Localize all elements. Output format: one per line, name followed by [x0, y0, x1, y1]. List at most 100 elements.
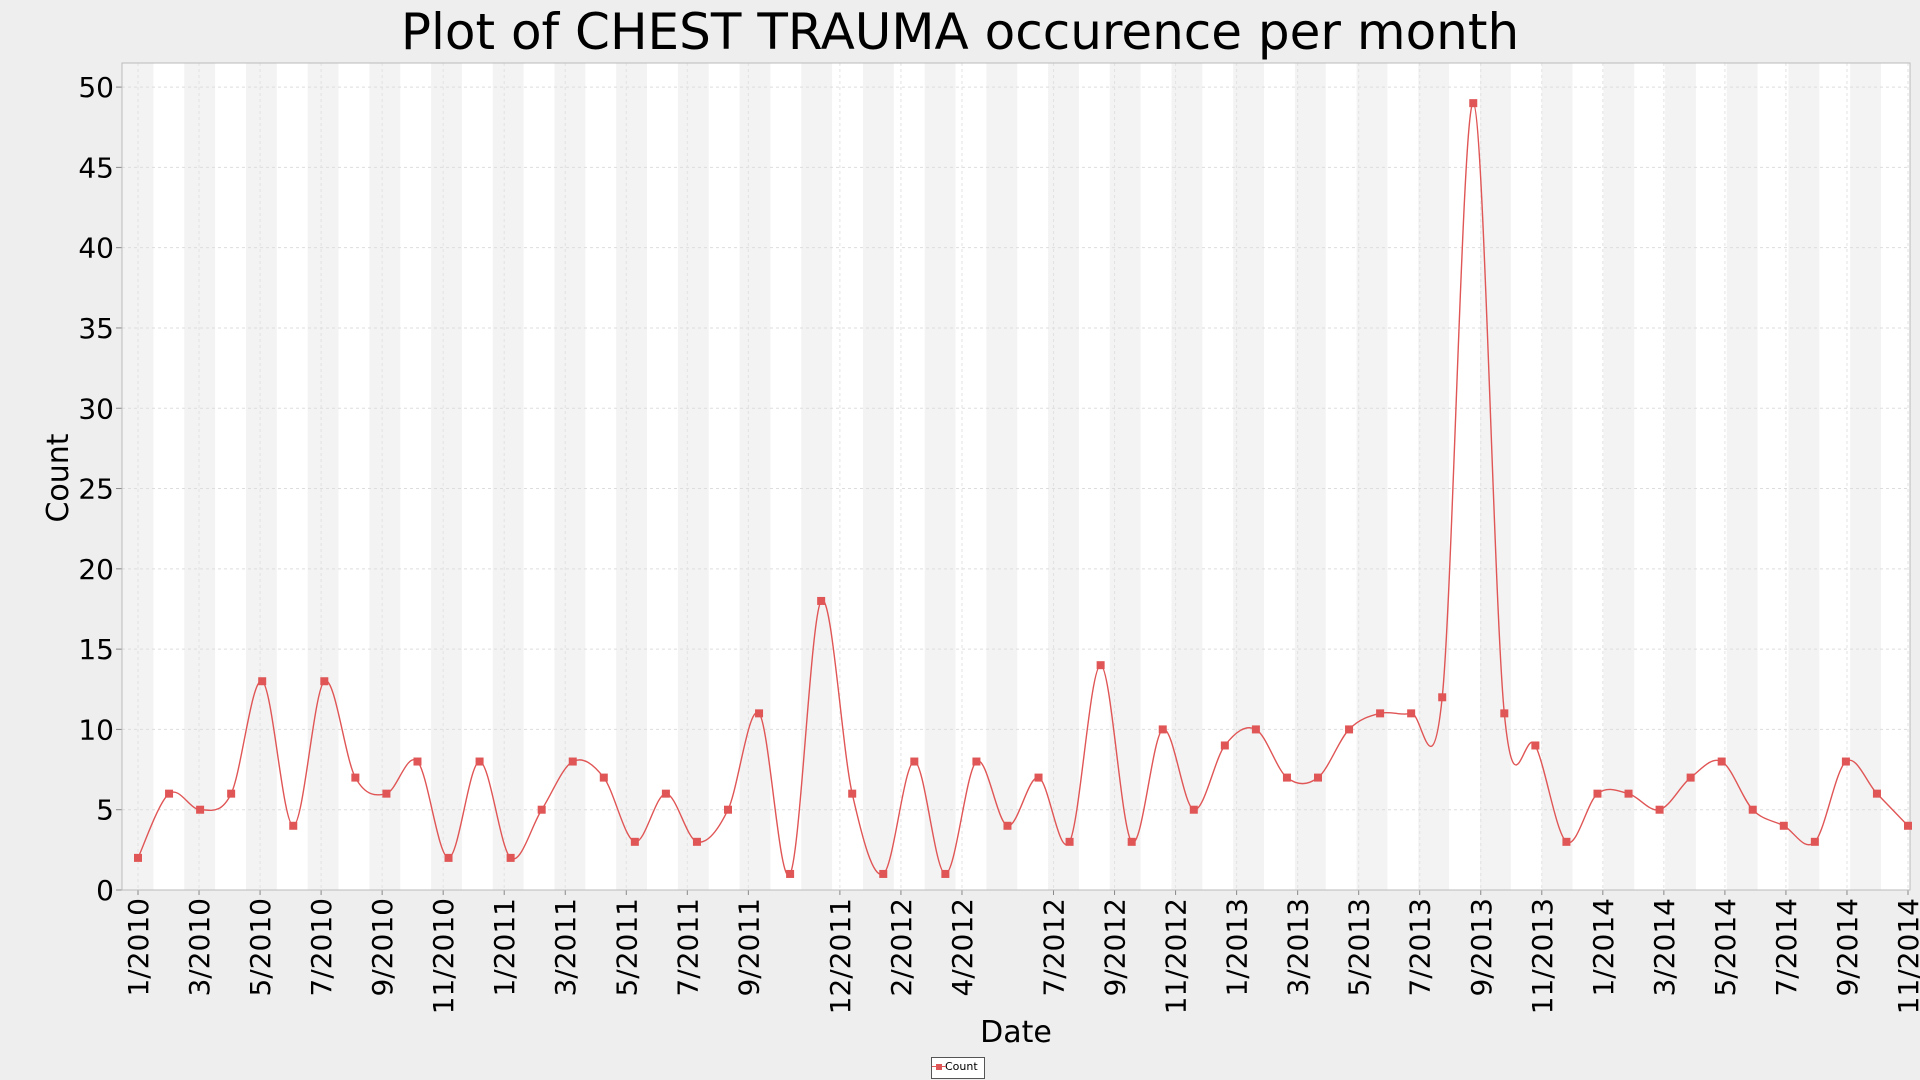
data-point: [755, 709, 764, 718]
x-tick-label: 3/2014: [1648, 898, 1681, 997]
month-band: [1850, 63, 1882, 890]
data-point: [1686, 773, 1695, 782]
month-band: [1418, 63, 1450, 890]
y-tick-label: 50: [78, 71, 114, 104]
data-point: [941, 869, 950, 878]
month-band: [1109, 63, 1141, 890]
data-point: [848, 789, 857, 798]
x-tick-label: 5/2011: [610, 898, 643, 997]
x-tick-label: 9/2012: [1099, 898, 1132, 997]
data-point: [1748, 805, 1757, 814]
x-tick-label: 5/2014: [1709, 898, 1742, 997]
x-tick-label: 7/2011: [671, 898, 704, 997]
data-point: [506, 853, 515, 862]
data-point: [599, 773, 608, 782]
month-band: [1171, 63, 1203, 890]
month-band: [245, 63, 277, 890]
y-tick-label: 20: [78, 553, 114, 586]
data-point: [786, 869, 795, 878]
month-band: [307, 63, 339, 890]
axes: 0 5 10 15 20 25 30 35 40 45 50 1/2010 3/2010 5/2010 7/…: [78, 62, 1920, 1014]
y-tick-label: 0: [96, 874, 114, 907]
data-point: [972, 757, 981, 766]
y-tick-label: 40: [78, 232, 114, 265]
data-point: [1158, 725, 1167, 734]
data-point: [1127, 837, 1136, 846]
x-tick-label: 1/2014: [1587, 898, 1620, 997]
data-point: [1314, 773, 1322, 782]
month-band: [431, 63, 462, 890]
data-point: [475, 757, 484, 766]
x-tick-label: 1/2011: [488, 898, 521, 997]
x-tick-label: 4/2012: [946, 898, 979, 997]
month-band: [986, 63, 1018, 890]
x-tick-label: 2/2012: [885, 898, 918, 997]
legend: Count: [931, 1057, 985, 1079]
month-band: [1665, 63, 1696, 890]
data-point: [1624, 789, 1633, 798]
x-tick-label: 3/2011: [549, 898, 582, 997]
data-point: [1220, 741, 1229, 750]
x-tick-label: 7/2013: [1404, 898, 1437, 997]
month-band: [677, 63, 709, 890]
y-tick-label: 5: [96, 794, 114, 827]
data-point: [444, 853, 453, 862]
data-point: [227, 789, 236, 798]
y-tick-label: 30: [78, 392, 114, 425]
data-point: [568, 757, 577, 766]
data-point: [1065, 837, 1074, 846]
y-tick-label: 45: [78, 151, 114, 184]
data-point: [1562, 837, 1571, 846]
month-band: [616, 63, 648, 890]
data-point: [537, 805, 546, 814]
x-tick-label: 1/2010: [122, 898, 155, 997]
data-point: [1872, 789, 1881, 798]
x-tick-label: 11/2014: [1892, 898, 1920, 1014]
plot-frame: [121, 62, 1911, 891]
x-tick-label: 5/2013: [1343, 898, 1376, 997]
x-tick-label: 9/2011: [732, 898, 765, 997]
x-tick-label: 3/2013: [1282, 898, 1315, 997]
month-band: [1603, 63, 1635, 890]
data-point: [1469, 99, 1478, 108]
month-band: [369, 63, 401, 890]
data-point: [1904, 821, 1912, 830]
x-tick-label: 9/2014: [1831, 898, 1864, 997]
y-tick-label: 15: [78, 633, 114, 666]
data-point: [1717, 757, 1726, 766]
data-point: [1779, 821, 1788, 830]
month-band: [1048, 63, 1079, 890]
data-point: [1189, 805, 1198, 814]
data-point: [1655, 805, 1664, 814]
month-band: [1233, 63, 1265, 890]
legend-swatch: [932, 1064, 946, 1070]
data-point: [413, 757, 422, 766]
x-tick-label: 3/2010: [183, 898, 216, 997]
data-point: [134, 853, 142, 862]
data-point: [1841, 757, 1850, 766]
y-tick-label: 10: [78, 713, 114, 746]
month-band: [1788, 63, 1820, 890]
month-band: [1356, 63, 1388, 890]
legend-label: Count: [945, 1060, 978, 1073]
data-point: [382, 789, 391, 798]
month-band: [184, 63, 216, 890]
x-tick-label: 7/2014: [1770, 898, 1803, 997]
month-band: [801, 63, 833, 890]
data-point: [258, 677, 267, 686]
data-point: [1282, 773, 1291, 782]
x-tick-label: 11/2013: [1526, 898, 1559, 1014]
data-point: [1376, 709, 1385, 718]
data-point: [630, 837, 639, 846]
data-point: [661, 789, 670, 798]
data-point: [1531, 741, 1540, 750]
data-point: [817, 596, 826, 605]
x-tick-label: 11/2010: [427, 898, 460, 1014]
month-band: [862, 63, 894, 890]
data-point: [165, 789, 174, 798]
data-point: [879, 869, 888, 878]
data-point: [196, 805, 205, 814]
y-tick-label: 35: [78, 312, 114, 345]
series-count: [134, 99, 1912, 878]
